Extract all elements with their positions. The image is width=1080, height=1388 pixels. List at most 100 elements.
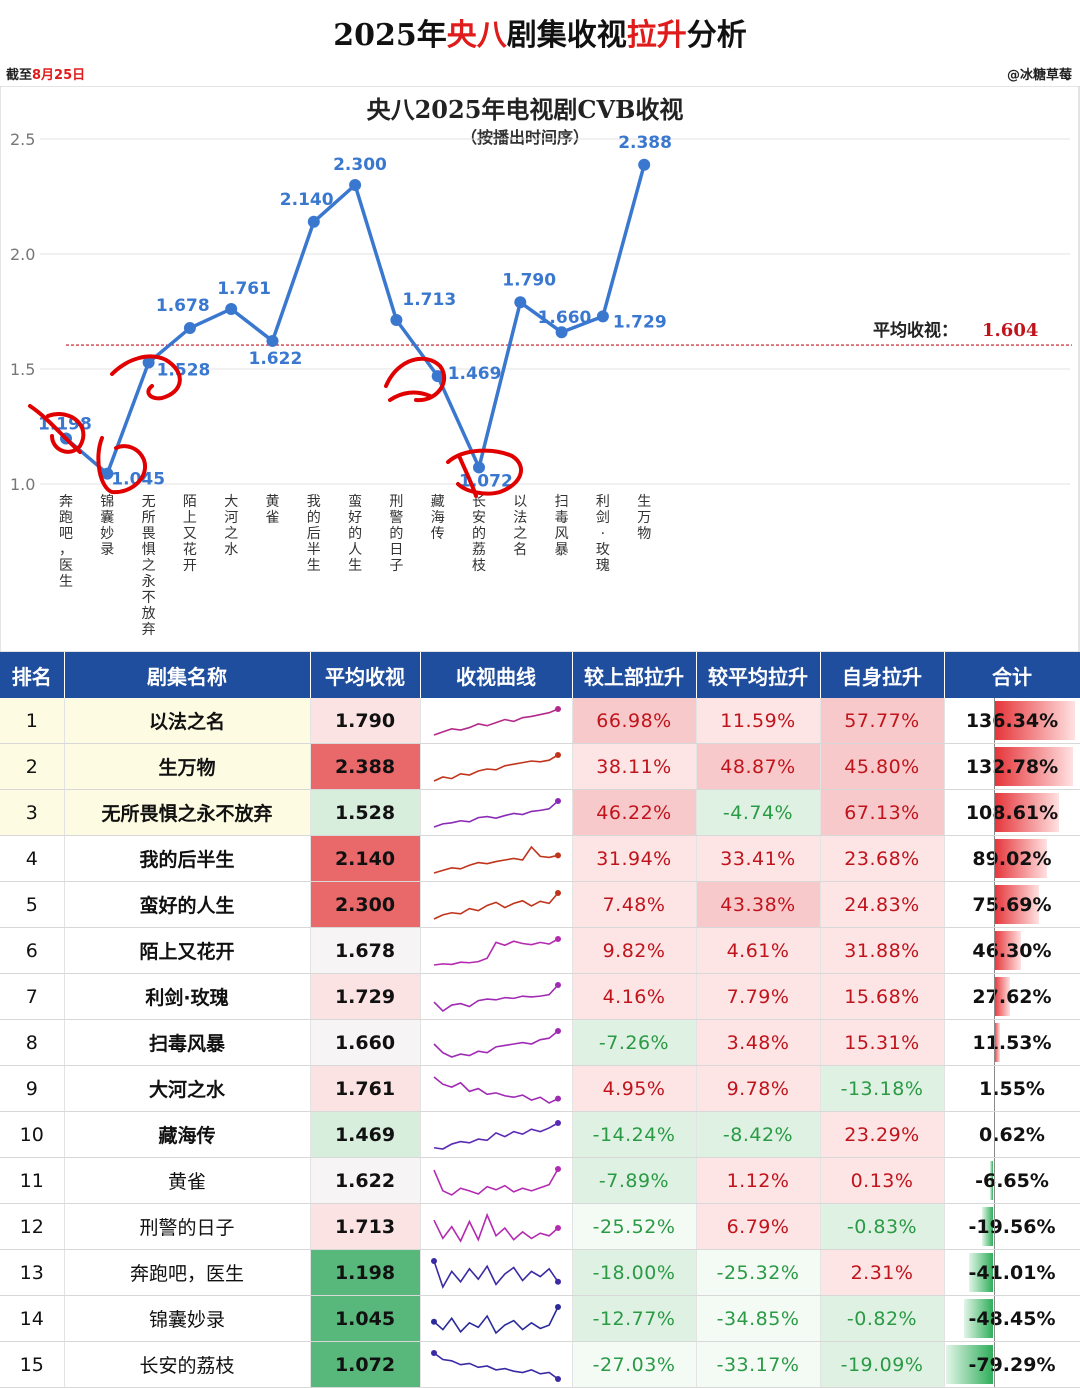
chart-subtitle: （按播出时间序） xyxy=(461,128,589,147)
sparkline xyxy=(426,839,566,879)
header-self: 自身拉升 xyxy=(820,652,944,698)
name-cell: 奔跑吧，医生 xyxy=(64,1250,310,1296)
data-point xyxy=(514,296,526,308)
sparkline-cell xyxy=(420,928,572,974)
total-value: 75.69% xyxy=(972,894,1051,916)
sparkline-path xyxy=(434,1123,558,1149)
x-tick-label: 黄雀 xyxy=(266,493,280,526)
x-tick-label: 长安的荔枝 xyxy=(472,494,486,574)
sparkline-end xyxy=(555,1120,561,1126)
data-label: 2.300 xyxy=(333,155,387,175)
sparkline-cell xyxy=(420,1020,572,1066)
avg-rating-cell: 1.790 xyxy=(310,698,420,744)
data-point xyxy=(349,179,361,191)
data-label: 1.729 xyxy=(613,312,667,332)
avg-rating-cell: 1.660 xyxy=(310,1020,420,1066)
data-point xyxy=(225,303,237,315)
sparkline-path xyxy=(434,1261,558,1287)
chart-canvas: 央八2025年电视剧CVB收视（按播出时间序）2.52.01.51.0平均收视：… xyxy=(0,86,1080,652)
rank-cell: 2 xyxy=(0,744,64,790)
self-lift-cell: 45.80% xyxy=(820,744,944,790)
total-value: -79.29% xyxy=(968,1354,1055,1376)
data-label: 1.622 xyxy=(249,349,303,369)
avg-rating-cell: 1.678 xyxy=(310,928,420,974)
sparkline-end xyxy=(555,890,561,896)
total-cell: -19.56% xyxy=(944,1204,1080,1250)
vs-prev-cell: 31.94% xyxy=(572,836,696,882)
x-tick-label: 我的后半生 xyxy=(307,494,321,574)
total-value: 46.30% xyxy=(972,940,1051,962)
sparkline xyxy=(426,885,566,925)
self-lift-cell: -0.83% xyxy=(820,1204,944,1250)
data-label: 1.713 xyxy=(402,290,456,310)
avg-rating-cell: 1.198 xyxy=(310,1250,420,1296)
data-label: 1.761 xyxy=(217,279,271,299)
self-lift-cell: 57.77% xyxy=(820,698,944,744)
total-value: -41.01% xyxy=(968,1262,1055,1284)
data-point xyxy=(308,216,320,228)
total-cell: 108.61% xyxy=(944,790,1080,836)
avg-rating-cell: 1.729 xyxy=(310,974,420,1020)
x-tick-label: 生万物 xyxy=(637,494,651,542)
self-lift-cell: 23.29% xyxy=(820,1112,944,1158)
rank-cell: 5 xyxy=(0,882,64,928)
total-cell: -6.65% xyxy=(944,1158,1080,1204)
sparkline-path xyxy=(434,1215,558,1241)
sparkline xyxy=(426,701,566,741)
self-lift-cell: 15.68% xyxy=(820,974,944,1020)
name-cell: 锦囊妙录 xyxy=(64,1296,310,1342)
sparkline xyxy=(426,1299,566,1339)
sparkline-end xyxy=(555,706,561,712)
sparkline-cell xyxy=(420,974,572,1020)
sparkline-cell xyxy=(420,744,572,790)
sparkline-path xyxy=(434,709,558,735)
x-tick-label: 奔跑吧，医生 xyxy=(59,494,73,590)
vs-mean-cell: -8.42% xyxy=(696,1112,820,1158)
vs-mean-cell: 43.38% xyxy=(696,882,820,928)
total-cell: 136.34% xyxy=(944,698,1080,744)
sparkline-path xyxy=(434,755,558,781)
name-cell: 陌上又花开 xyxy=(64,928,310,974)
total-value: 1.55% xyxy=(979,1078,1045,1100)
total-value: -6.65% xyxy=(975,1170,1049,1192)
vs-prev-cell: 7.48% xyxy=(572,882,696,928)
total-bar-axis xyxy=(994,1158,995,1203)
total-cell: 132.78% xyxy=(944,744,1080,790)
data-point xyxy=(597,310,609,322)
sparkline xyxy=(426,1023,566,1063)
self-lift-cell: -13.18% xyxy=(820,1066,944,1112)
vs-mean-cell: -34.85% xyxy=(696,1296,820,1342)
total-value: 11.53% xyxy=(972,1032,1051,1054)
sparkline xyxy=(426,1115,566,1155)
sparkline-path xyxy=(434,1353,558,1379)
total-value: 108.61% xyxy=(966,802,1058,824)
rank-cell: 1 xyxy=(0,698,64,744)
sparkline-end xyxy=(555,1028,561,1034)
total-bar-axis xyxy=(994,1342,995,1387)
name-cell: 大河之水 xyxy=(64,1066,310,1112)
name-cell: 刑警的日子 xyxy=(64,1204,310,1250)
self-lift-cell: 23.68% xyxy=(820,836,944,882)
name-cell: 无所畏惧之永不放弃 xyxy=(64,790,310,836)
cutoff-date: 截至8月25日 xyxy=(6,64,85,83)
vs-mean-cell: 3.48% xyxy=(696,1020,820,1066)
total-bar-axis xyxy=(994,928,995,973)
table-header-row: 排名剧集名称平均收视收视曲线较上部拉升较平均拉升自身拉升合计 xyxy=(0,652,1080,698)
name-cell: 利剑·玫瑰 xyxy=(64,974,310,1020)
average-label: 平均收视： xyxy=(873,320,958,341)
header-curve: 收视曲线 xyxy=(420,652,572,698)
total-cell: 75.69% xyxy=(944,882,1080,928)
self-lift-cell: 15.31% xyxy=(820,1020,944,1066)
vs-prev-cell: -12.77% xyxy=(572,1296,696,1342)
header-name: 剧集名称 xyxy=(64,652,310,698)
rank-cell: 10 xyxy=(0,1112,64,1158)
sparkline xyxy=(426,1253,566,1293)
sparkline-end xyxy=(555,798,561,804)
